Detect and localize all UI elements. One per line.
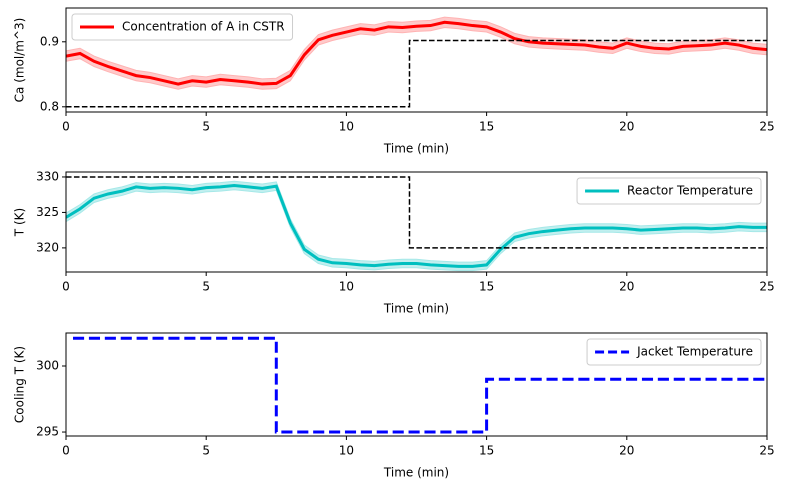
- subplot: 0 5 10 15 20 25 295 300 Time (min) Cooling T (K) J…: [13, 332, 775, 480]
- x-tick-label: 15: [479, 280, 494, 294]
- x-tick-label: 10: [339, 120, 354, 134]
- x-tick-label: 0: [62, 120, 70, 134]
- axes-frame: [65, 171, 768, 273]
- data-line: [66, 39, 767, 108]
- axes-frame: [65, 7, 768, 113]
- x-tick-label: 25: [759, 280, 774, 294]
- plot-area: [73, 336, 767, 434]
- legend-frame: [586, 338, 762, 366]
- legend: Reactor Temperature: [576, 177, 762, 205]
- x-tick-label: 15: [479, 120, 494, 134]
- plot-area: [66, 16, 767, 108]
- x-tick-label: 25: [759, 444, 774, 458]
- x-tick-label: 20: [619, 444, 634, 458]
- x-tick-label: 20: [619, 120, 634, 134]
- y-tick-label: 295: [36, 425, 59, 439]
- legend-label: Concentration of A in CSTR: [122, 20, 285, 34]
- x-tick-label: 20: [619, 280, 634, 294]
- x-tick-label: 5: [202, 444, 210, 458]
- subplot: 0 5 10 15 20 25 0.8 0.9 Time (min) Ca (mol/m^3) Co…: [13, 7, 775, 156]
- legend-frame: [576, 177, 762, 205]
- data-line: [73, 336, 767, 434]
- confidence-band: [66, 180, 767, 272]
- data-line: [66, 20, 767, 86]
- y-tick-label: 325: [36, 205, 59, 219]
- y-tick-label: 330: [36, 169, 59, 183]
- x-tick-label: 10: [339, 280, 354, 294]
- x-axis-label: Time (min): [383, 302, 449, 316]
- y-tick-label: 300: [36, 359, 59, 373]
- legend-frame: [71, 13, 294, 41]
- subplot: 0 5 10 15 20 25 320 325 330 Time (min) T (K) Reacto…: [13, 169, 775, 315]
- legend-label: Reactor Temperature: [627, 184, 753, 198]
- y-tick-label: 0.8: [40, 99, 59, 113]
- axes-frame: [65, 332, 768, 437]
- x-tick-label: 0: [62, 444, 70, 458]
- legend: Jacket Temperature: [586, 338, 762, 366]
- y-axis-label: Ca (mol/m^3): [13, 18, 27, 103]
- plot-area: [66, 176, 767, 272]
- y-axis-label: T (K): [13, 208, 27, 237]
- data-line: [66, 183, 767, 268]
- x-axis-label: Time (min): [383, 142, 449, 156]
- x-tick-label: 10: [339, 444, 354, 458]
- data-line: [66, 176, 767, 249]
- x-tick-label: 0: [62, 280, 70, 294]
- y-axis-label: Cooling T (K): [13, 346, 27, 423]
- confidence-band: [66, 16, 767, 90]
- x-tick-label: 15: [479, 444, 494, 458]
- legend-label: Jacket Temperature: [636, 345, 753, 359]
- y-tick-label: 0.9: [40, 34, 59, 48]
- x-tick-label: 25: [759, 120, 774, 134]
- x-axis-label: Time (min): [383, 466, 449, 480]
- x-tick-label: 5: [202, 120, 210, 134]
- x-tick-label: 5: [202, 280, 210, 294]
- legend: Concentration of A in CSTR: [71, 13, 294, 41]
- y-tick-label: 320: [36, 240, 59, 254]
